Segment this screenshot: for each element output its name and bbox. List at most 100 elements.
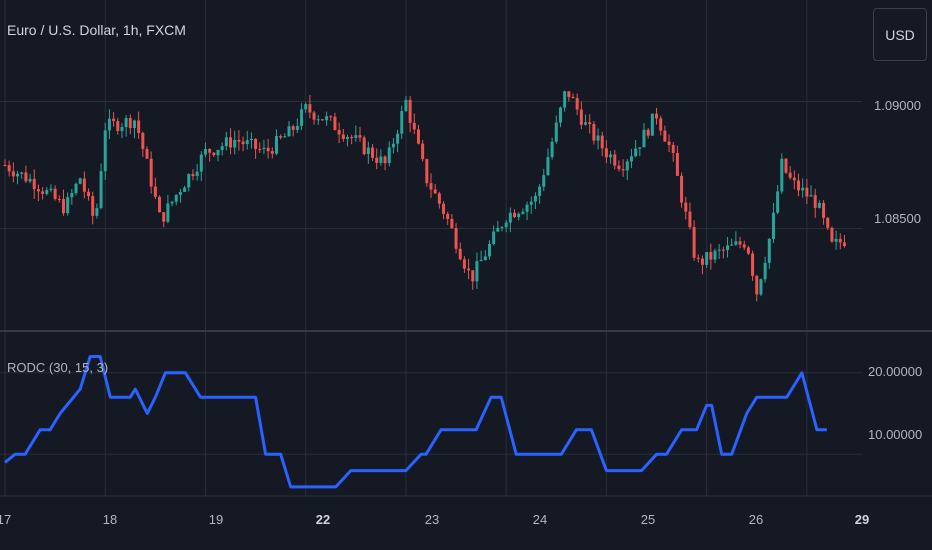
candle-down — [36, 189, 40, 192]
candle-down — [266, 147, 270, 152]
candle-up — [500, 227, 504, 229]
candle-up — [717, 249, 721, 251]
candle-up — [20, 172, 24, 174]
candle-down — [333, 116, 337, 131]
candle-up — [767, 238, 771, 263]
candle-up — [224, 137, 228, 147]
candle-down — [358, 135, 362, 138]
candle-up — [771, 212, 775, 239]
candle-down — [429, 183, 433, 190]
candle-down — [375, 157, 379, 163]
candle-up — [759, 279, 763, 295]
candle-down — [675, 152, 679, 176]
candle-up — [387, 147, 391, 164]
candle-down — [513, 212, 517, 218]
currency-button[interactable]: USD — [873, 8, 927, 61]
candle-up — [521, 211, 525, 214]
candle-up — [262, 147, 266, 150]
candle-down — [237, 139, 241, 142]
candle-up — [199, 154, 203, 172]
candle-up — [558, 107, 562, 123]
candle-up — [95, 208, 99, 216]
candle-down — [446, 213, 450, 219]
candle-down — [467, 268, 471, 271]
candle-up — [713, 250, 717, 260]
candle-down — [437, 193, 441, 204]
candle-down — [158, 196, 162, 213]
candle-up — [366, 147, 370, 155]
rodc-line — [4, 355, 827, 489]
candle-down — [567, 91, 571, 97]
time-tick: 17 — [0, 512, 12, 527]
candle-up — [325, 116, 329, 121]
candle-up — [479, 260, 483, 262]
time-tick: 19 — [208, 512, 224, 527]
candle-down — [721, 249, 725, 251]
candle-down — [646, 129, 650, 136]
candle-up — [70, 193, 74, 198]
candle-down — [212, 152, 216, 156]
candle-up — [233, 139, 237, 148]
candle-up — [492, 231, 496, 245]
candle-up — [216, 150, 220, 156]
candle-down — [53, 188, 57, 199]
candle-up — [705, 252, 709, 265]
candle-down — [137, 120, 141, 133]
candle-down — [128, 118, 132, 129]
candle-up — [538, 186, 542, 196]
candle-up — [533, 195, 537, 202]
candle-up — [634, 148, 638, 157]
candle-down — [371, 147, 375, 158]
candle-down — [162, 212, 166, 222]
candle-up — [730, 244, 734, 246]
candle-down — [604, 148, 608, 158]
chart-grid — [0, 0, 932, 497]
candle-up — [834, 238, 838, 242]
candle-down — [141, 132, 145, 149]
candle-up — [124, 118, 128, 128]
candle-up — [734, 241, 738, 245]
candle-up — [345, 137, 349, 139]
candle-up — [49, 188, 53, 191]
candle-down — [592, 124, 596, 141]
candle-down — [830, 227, 834, 242]
candle-up — [287, 126, 291, 137]
time-tick: 22 — [315, 512, 331, 527]
candle-down — [41, 191, 45, 194]
candle-down — [696, 257, 700, 259]
candle-up — [304, 104, 308, 110]
candle-up — [103, 130, 107, 172]
symbol-title[interactable]: Euro / U.S. Dollar, 1h, FXCM — [7, 22, 186, 38]
candle-up — [274, 136, 278, 154]
candle-down — [421, 143, 425, 160]
candle-up — [487, 244, 491, 257]
candle-down — [208, 149, 212, 153]
time-tick: 18 — [102, 512, 118, 527]
candle-down — [663, 130, 667, 142]
candle-up — [475, 261, 479, 282]
candle-down — [621, 169, 625, 171]
candle-down — [680, 175, 684, 203]
candle-up — [546, 157, 550, 176]
candle-up — [726, 245, 730, 251]
indicator-label[interactable]: RODC (30, 15, 3) — [7, 360, 109, 375]
candle-down — [462, 259, 466, 269]
candle-up — [554, 122, 558, 142]
candle-down — [153, 186, 157, 197]
candle-up — [16, 173, 20, 177]
candle-up — [517, 213, 521, 218]
candle-up — [120, 127, 124, 131]
candle-down — [579, 109, 583, 125]
candle-up — [203, 149, 207, 155]
candle-up — [74, 183, 78, 194]
candle-down — [11, 171, 15, 177]
time-tick: 25 — [640, 512, 656, 527]
candle-up — [650, 113, 654, 136]
candle-up — [400, 111, 404, 134]
candle-up — [300, 109, 304, 126]
candle-up — [249, 138, 253, 141]
candle-down — [308, 104, 312, 113]
candle-down — [149, 158, 153, 187]
candle-down — [450, 218, 454, 229]
